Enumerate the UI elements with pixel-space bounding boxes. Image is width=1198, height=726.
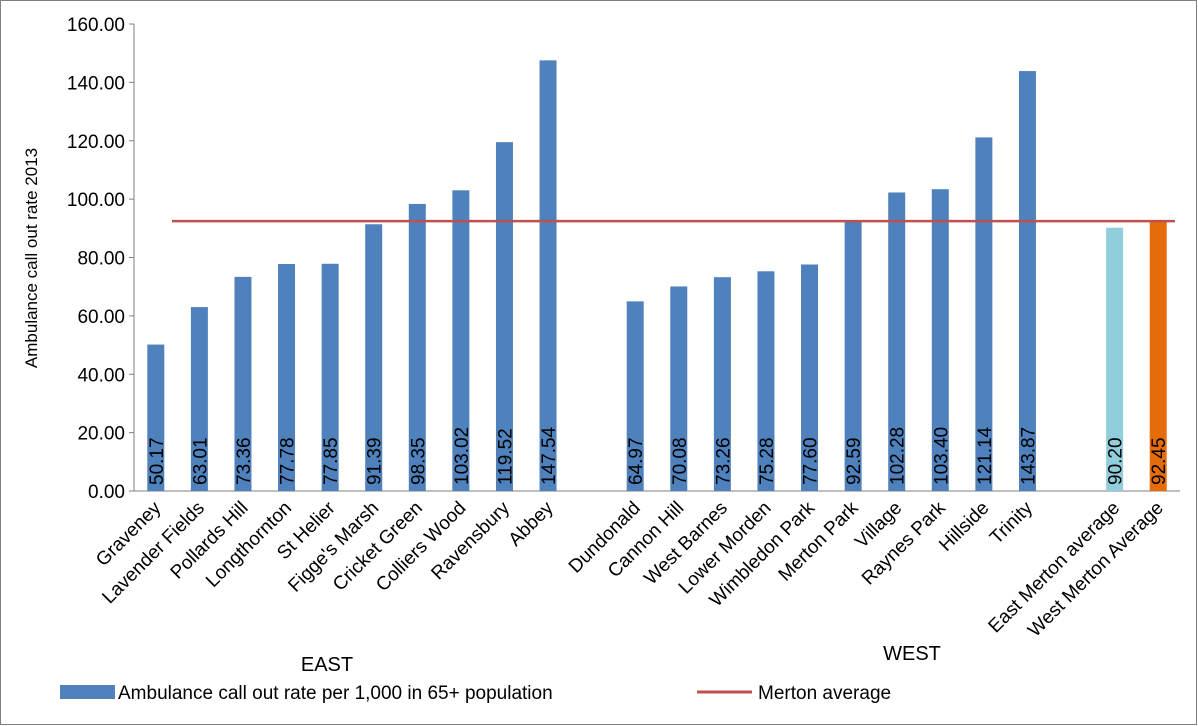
- data-label: 92.45: [1149, 437, 1170, 485]
- legend-label-line: Merton average: [758, 683, 891, 704]
- data-label: 119.52: [495, 428, 516, 485]
- y-tick-label: 140.00: [67, 73, 125, 94]
- data-label: 91.39: [365, 437, 386, 485]
- data-label: 90.20: [1106, 437, 1127, 485]
- data-label: 98.35: [408, 437, 429, 485]
- data-label: 77.78: [278, 437, 299, 485]
- bar: [408, 203, 426, 492]
- data-label: 73.36: [234, 437, 255, 485]
- data-label: 77.85: [321, 437, 342, 485]
- y-ticks: 0.00 20.00 40.00 60.00 80.00 100.00 120.00 140.…: [67, 15, 134, 503]
- data-label: 70.08: [670, 437, 691, 485]
- data-label: 143.87: [1018, 427, 1039, 485]
- data-label: 147.54: [539, 426, 560, 485]
- data-labels: 50.17 63.01 73.36 77.78 77.85 91.39 98.35 103.0…: [147, 426, 1170, 485]
- bar: [190, 307, 208, 491]
- bar: [147, 344, 165, 491]
- bar: [1149, 221, 1167, 491]
- legend: Ambulance call out rate per 1,000 in 65+…: [60, 683, 891, 704]
- bar: [452, 190, 470, 492]
- bar: [321, 263, 339, 491]
- bar: [495, 142, 513, 491]
- bar: [844, 220, 862, 492]
- legend-label-bars: Ambulance call out rate per 1,000 in 65+…: [118, 683, 553, 704]
- data-label: 63.01: [190, 437, 211, 485]
- data-label: 73.26: [713, 437, 734, 485]
- bar: [670, 286, 688, 491]
- data-label: 121.14: [975, 426, 996, 485]
- bar: [234, 276, 252, 491]
- bar: [713, 277, 731, 491]
- data-label: 103.02: [452, 427, 473, 485]
- data-label: 103.40: [931, 427, 952, 485]
- bar: [626, 301, 644, 491]
- bar: [1018, 71, 1036, 491]
- bars: [147, 60, 1167, 492]
- bar: [975, 137, 993, 492]
- y-tick-label: 160.00: [67, 15, 125, 36]
- bar: [365, 224, 383, 491]
- data-label: 92.59: [844, 437, 865, 485]
- bar: [1106, 227, 1124, 491]
- data-label: 102.28: [888, 427, 909, 485]
- bar: [801, 264, 819, 491]
- bar: [931, 189, 949, 492]
- data-label: 64.97: [626, 437, 647, 485]
- y-axis-label: Ambulance call out rate 2013: [22, 148, 41, 368]
- y-tick-label: 100.00: [67, 190, 125, 211]
- y-tick-label: 40.00: [77, 365, 125, 386]
- bar: [539, 60, 557, 492]
- bar: [278, 263, 296, 491]
- y-tick-label: 120.00: [67, 132, 125, 153]
- group-label-east: EAST: [301, 654, 353, 676]
- y-tick-label: 60.00: [77, 307, 125, 328]
- data-label: 77.60: [801, 437, 822, 485]
- y-tick-label: 80.00: [77, 249, 125, 270]
- group-label-west: WEST: [883, 643, 941, 665]
- data-label: 50.17: [147, 437, 168, 485]
- bar: [757, 271, 775, 491]
- y-tick-label: 20.00: [77, 424, 125, 445]
- legend-swatch-bars: [60, 685, 115, 699]
- bar: [888, 192, 906, 491]
- y-tick-label: 0.00: [88, 482, 125, 503]
- data-label: 75.28: [757, 437, 778, 485]
